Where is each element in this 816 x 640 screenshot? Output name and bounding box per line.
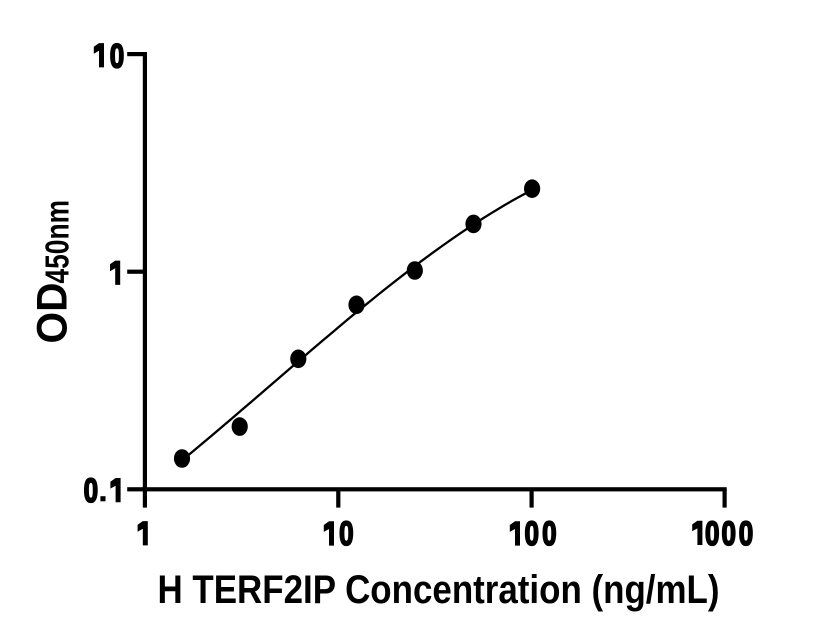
svg-text:0: 0 (110, 37, 125, 75)
svg-text:0: 0 (339, 515, 354, 553)
svg-text:OD: OD (29, 283, 77, 344)
svg-text:0: 0 (705, 515, 720, 553)
svg-text:0: 0 (542, 515, 557, 553)
svg-text:0: 0 (84, 472, 99, 510)
svg-text:H TERF2IP Concentration (ng/mL: H TERF2IP Concentration (ng/mL) (158, 568, 720, 612)
svg-text:0: 0 (722, 515, 737, 553)
svg-text:450nm: 450nm (39, 200, 76, 284)
svg-text:0: 0 (739, 515, 754, 553)
svg-text:0: 0 (525, 515, 540, 553)
